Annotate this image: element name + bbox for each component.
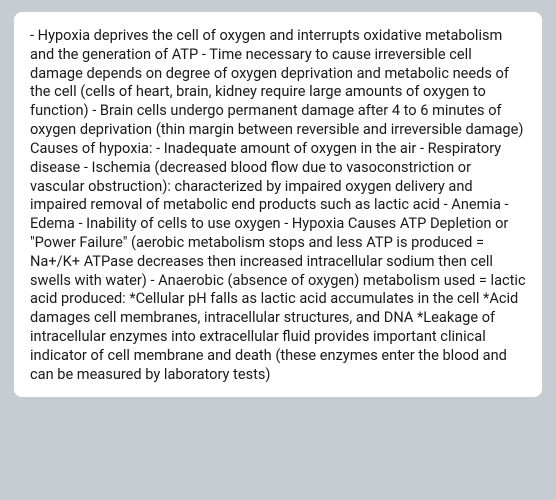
note-body-text: - Hypoxia deprives the cell of oxygen an… (30, 26, 526, 383)
note-card: - Hypoxia deprives the cell of oxygen an… (14, 12, 542, 397)
